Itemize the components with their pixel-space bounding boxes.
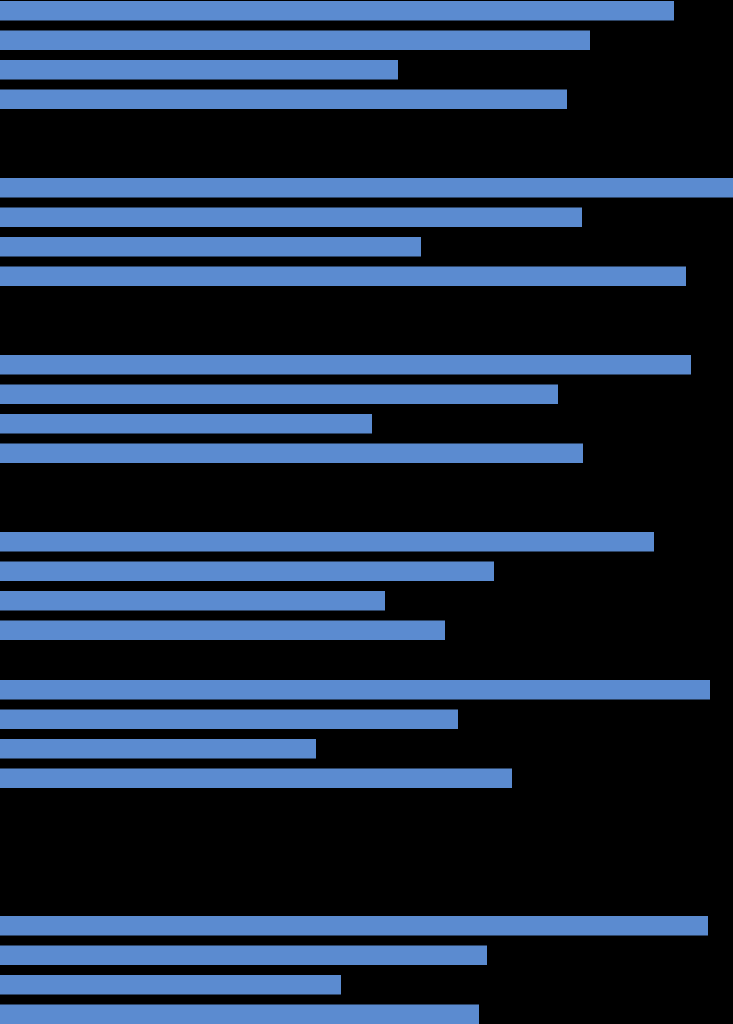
- bar: [0, 355, 691, 375]
- bar: [0, 443, 583, 463]
- bar: [0, 975, 341, 995]
- bar: [0, 739, 316, 759]
- bar: [0, 207, 582, 227]
- bar: [0, 709, 458, 729]
- bar: [0, 237, 421, 257]
- bar: [0, 89, 567, 109]
- bar: [0, 768, 512, 788]
- bar: [0, 30, 590, 50]
- bar: [0, 620, 445, 640]
- bar: [0, 916, 708, 936]
- bar: [0, 591, 385, 611]
- bar: [0, 60, 398, 80]
- bar: [0, 266, 686, 286]
- bar: [0, 945, 487, 965]
- bar: [0, 178, 733, 198]
- bar: [0, 414, 372, 434]
- bar: [0, 384, 558, 404]
- bar: [0, 1, 674, 21]
- bar: [0, 680, 710, 700]
- bar: [0, 1004, 479, 1024]
- bar: [0, 561, 494, 581]
- bar: [0, 532, 654, 552]
